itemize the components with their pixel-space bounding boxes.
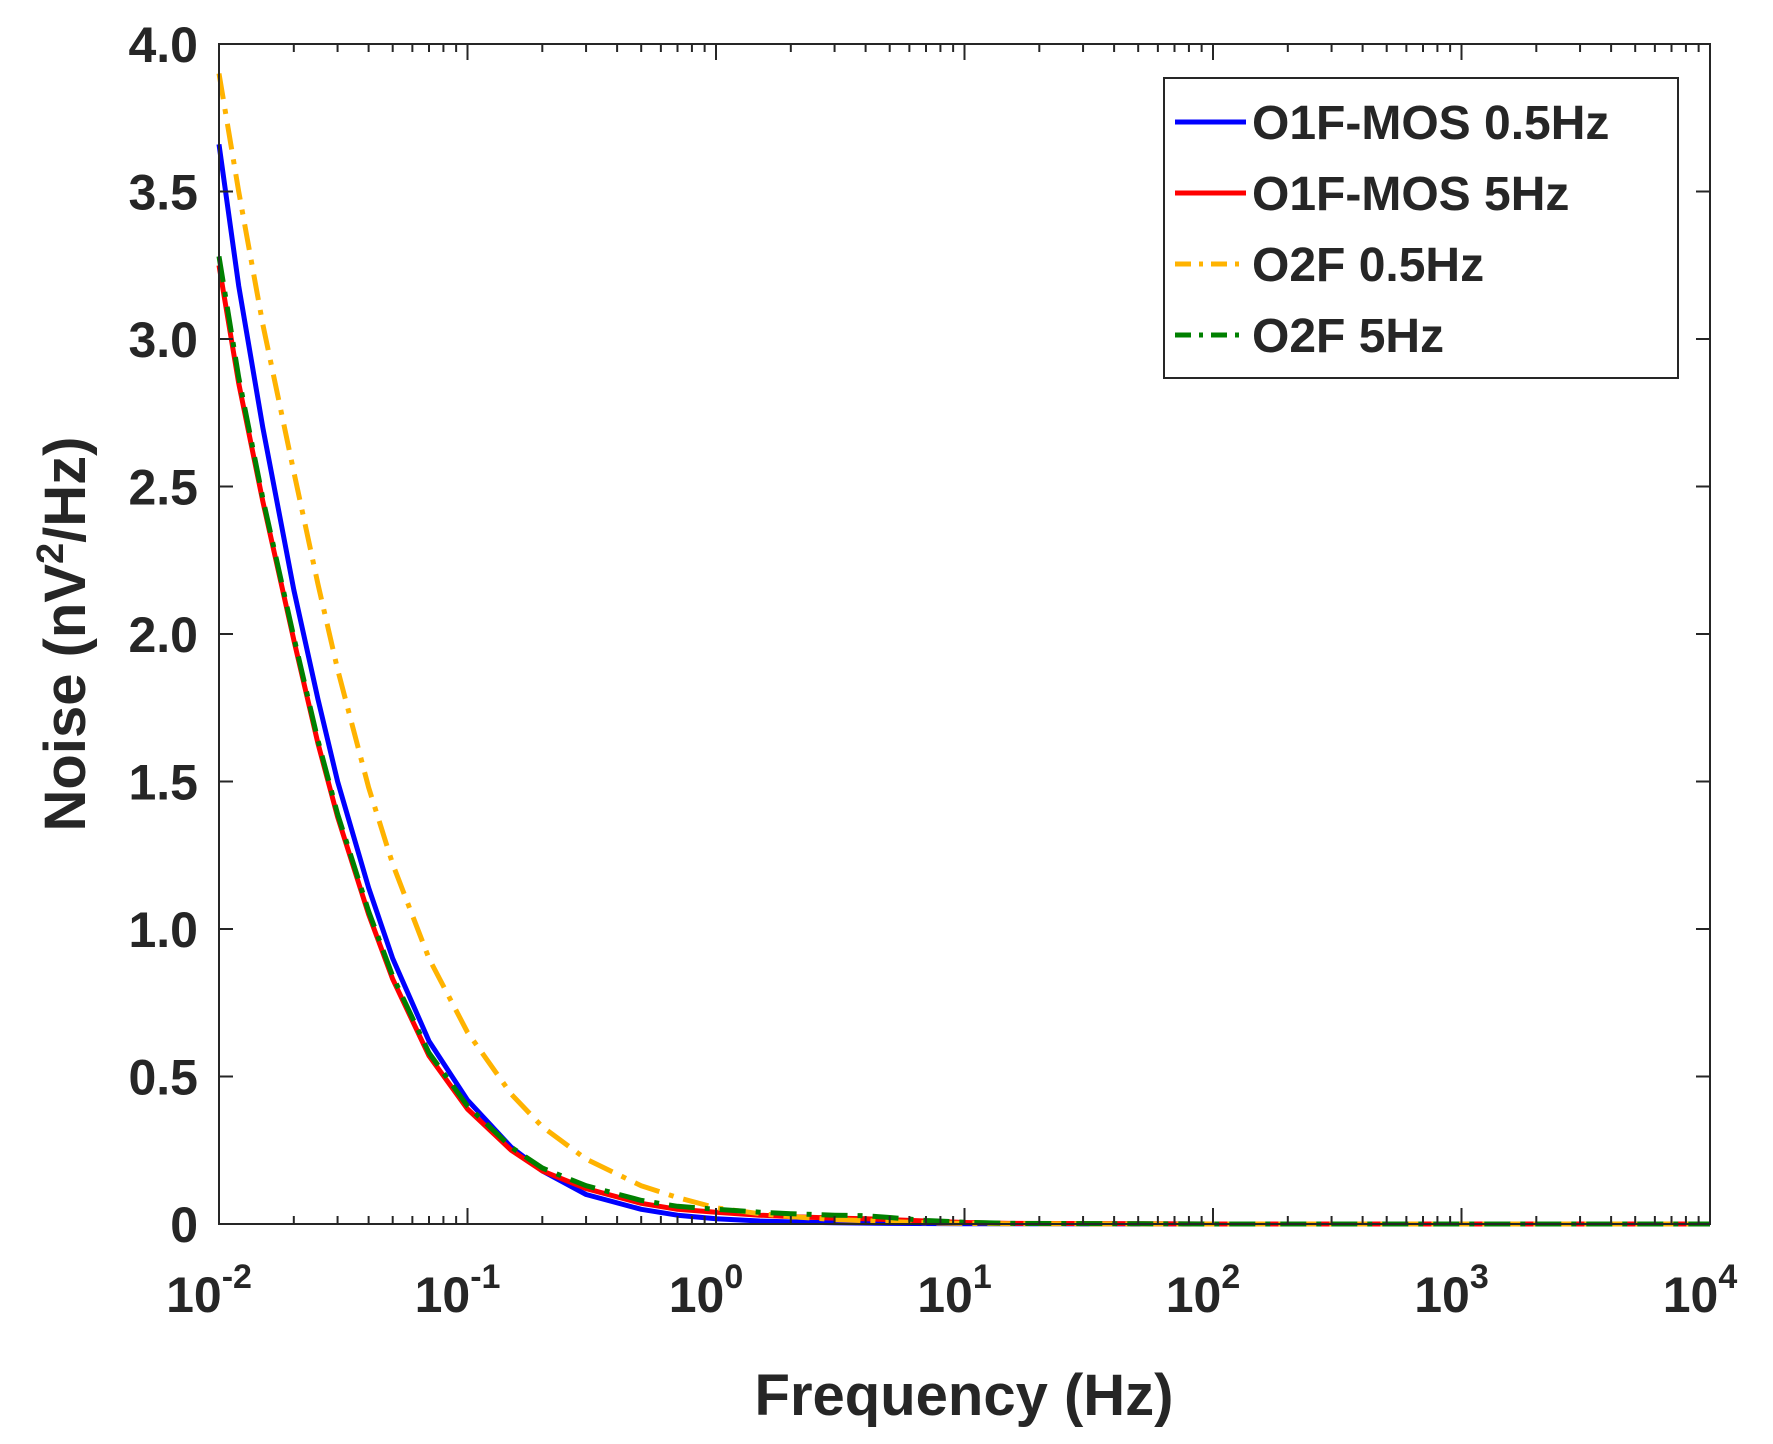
- y-axis-title-suffix: /Hz): [33, 437, 98, 543]
- x-tick-label: 102: [1166, 1258, 1241, 1323]
- legend-label-2: O1F-MOS 5Hz: [1252, 168, 1569, 221]
- y-tick-label: 2.0: [128, 607, 198, 663]
- legend: O1F-MOS 0.5Hz O1F-MOS 5Hz O2F 0.5Hz O2F 5Hz: [1163, 77, 1679, 379]
- y-axis-tick-labels: 0 0.5 1.0 1.5 2.0 2.5 3.0 3.5 4.0: [128, 17, 198, 1253]
- axis-ticks: [218, 43, 1711, 1225]
- x-tick-label: 103: [1414, 1258, 1489, 1323]
- y-tick-label: 3.0: [128, 312, 198, 368]
- y-tick-label: 0: [170, 1197, 198, 1253]
- legend-label-1: O1F-MOS 0.5Hz: [1252, 97, 1609, 150]
- legend-label-3: O2F 0.5Hz: [1252, 239, 1484, 292]
- y-tick-label: 3.5: [128, 165, 198, 221]
- x-axis-title: Frequency (Hz): [755, 1363, 1174, 1428]
- x-axis-tick-labels: 10-2 10-1 100 101 102 103 104: [166, 1258, 1737, 1323]
- y-tick-label: 1.0: [128, 902, 198, 958]
- y-axis-title: Noise (nV2/Hz): [30, 437, 98, 832]
- y-tick-label: 1.5: [128, 755, 198, 811]
- x-tick-label: 101: [917, 1258, 992, 1323]
- legend-box: [1163, 77, 1679, 379]
- x-tick-label: 100: [669, 1258, 744, 1323]
- y-axis-title-prefix: Noise (nV: [33, 564, 98, 832]
- y-tick-label: 4.0: [128, 17, 198, 73]
- x-tick-label: 10-2: [166, 1258, 252, 1323]
- y-tick-label: 2.5: [128, 460, 198, 516]
- legend-label-4: O2F 5Hz: [1252, 310, 1444, 363]
- y-tick-label: 0.5: [128, 1050, 198, 1106]
- x-tick-label: 104: [1663, 1258, 1738, 1323]
- y-axis-title-superscript: 2: [30, 543, 72, 564]
- x-tick-label: 10-1: [415, 1258, 501, 1323]
- series-line-4: [216, 255, 1710, 1227]
